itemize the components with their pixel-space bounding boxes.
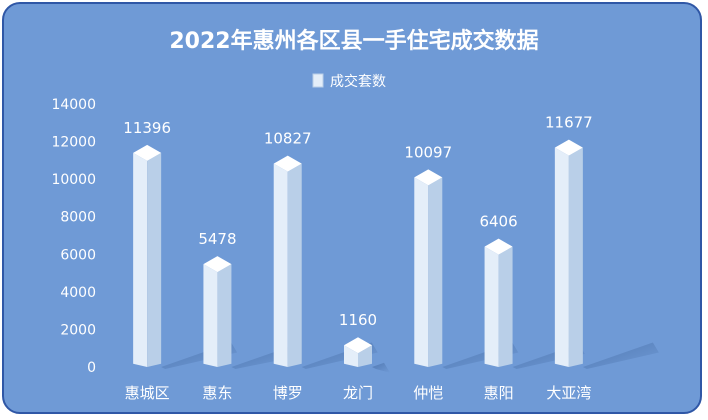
category-label: 惠东 xyxy=(202,384,232,402)
category-label: 大亚湾 xyxy=(546,384,591,402)
legend-label: 成交套数 xyxy=(330,73,386,90)
y-tick-label: 0 xyxy=(87,360,96,376)
y-tick-label: 8000 xyxy=(60,210,96,226)
bar xyxy=(203,256,232,367)
bar-side-face xyxy=(358,345,372,367)
bar-top-face xyxy=(414,169,443,186)
category-label: 仲恺 xyxy=(413,384,443,402)
bar-side-face xyxy=(428,177,443,367)
y-tick-label: 2000 xyxy=(60,322,96,338)
category-label: 龙门 xyxy=(343,384,373,402)
bar xyxy=(273,155,302,367)
bar-top-face xyxy=(203,256,232,273)
bar-shadows xyxy=(161,342,659,373)
bar-shadow xyxy=(372,362,390,373)
legend-swatch xyxy=(312,73,324,88)
value-label: 6406 xyxy=(479,213,517,231)
x-axis: 惠城区 惠东 博罗 龙门 仲恺 惠阳 大亚湾 xyxy=(125,384,592,402)
y-tick-label: 14000 xyxy=(51,97,96,113)
chart-frame: 2022年惠州各区县一手住宅成交数据 成交套数 0 2000 4000 6000 800… xyxy=(2,2,702,414)
value-labels: 11396 5478 10827 1160 10097 6406 11677 xyxy=(123,114,592,330)
bars xyxy=(133,139,583,367)
y-tick-label: 10000 xyxy=(51,172,96,188)
value-label: 11396 xyxy=(123,119,171,137)
bar xyxy=(414,169,443,367)
value-label: 5478 xyxy=(198,230,236,248)
bar-side-face xyxy=(217,264,232,367)
chart-title: 2022年惠州各区县一手住宅成交数据 xyxy=(169,28,538,54)
bar-top-face xyxy=(484,238,513,255)
bar-top-face xyxy=(133,144,162,161)
bar xyxy=(484,238,513,367)
legend: 成交套数 xyxy=(312,73,386,90)
bar-side-face xyxy=(498,246,513,367)
y-tick-label: 12000 xyxy=(51,135,96,151)
y-axis: 0 2000 4000 6000 8000 10000 12000 14000 xyxy=(51,97,96,376)
bar xyxy=(344,337,372,367)
category-label: 博罗 xyxy=(273,384,303,402)
bar-top-face xyxy=(344,337,372,354)
bar-top-face xyxy=(554,139,583,156)
bar-front-face xyxy=(414,177,429,367)
bar xyxy=(554,139,583,367)
bar-top-face xyxy=(273,155,302,172)
bar-side-face xyxy=(287,163,302,367)
category-label: 惠城区 xyxy=(125,384,170,402)
value-label: 11677 xyxy=(545,114,593,132)
bar-front-face xyxy=(203,264,218,367)
bar-front-face xyxy=(273,163,288,367)
y-tick-label: 4000 xyxy=(60,285,96,301)
value-label: 10827 xyxy=(264,130,312,148)
value-label: 10097 xyxy=(404,143,452,161)
y-tick-label: 6000 xyxy=(60,247,96,263)
bar-shadow xyxy=(582,342,659,369)
bar-front-face xyxy=(554,147,569,367)
bar xyxy=(133,144,162,367)
value-label: 1160 xyxy=(339,311,377,329)
bar-chart: 2022年惠州各区县一手住宅成交数据 成交套数 0 2000 4000 6000 800… xyxy=(51,28,659,402)
bar-front-face xyxy=(344,345,358,367)
bar-side-face xyxy=(147,152,162,367)
bar-front-face xyxy=(484,246,499,367)
bar-side-face xyxy=(568,147,583,367)
bar-front-face xyxy=(133,152,148,367)
category-label: 惠阳 xyxy=(484,384,514,402)
